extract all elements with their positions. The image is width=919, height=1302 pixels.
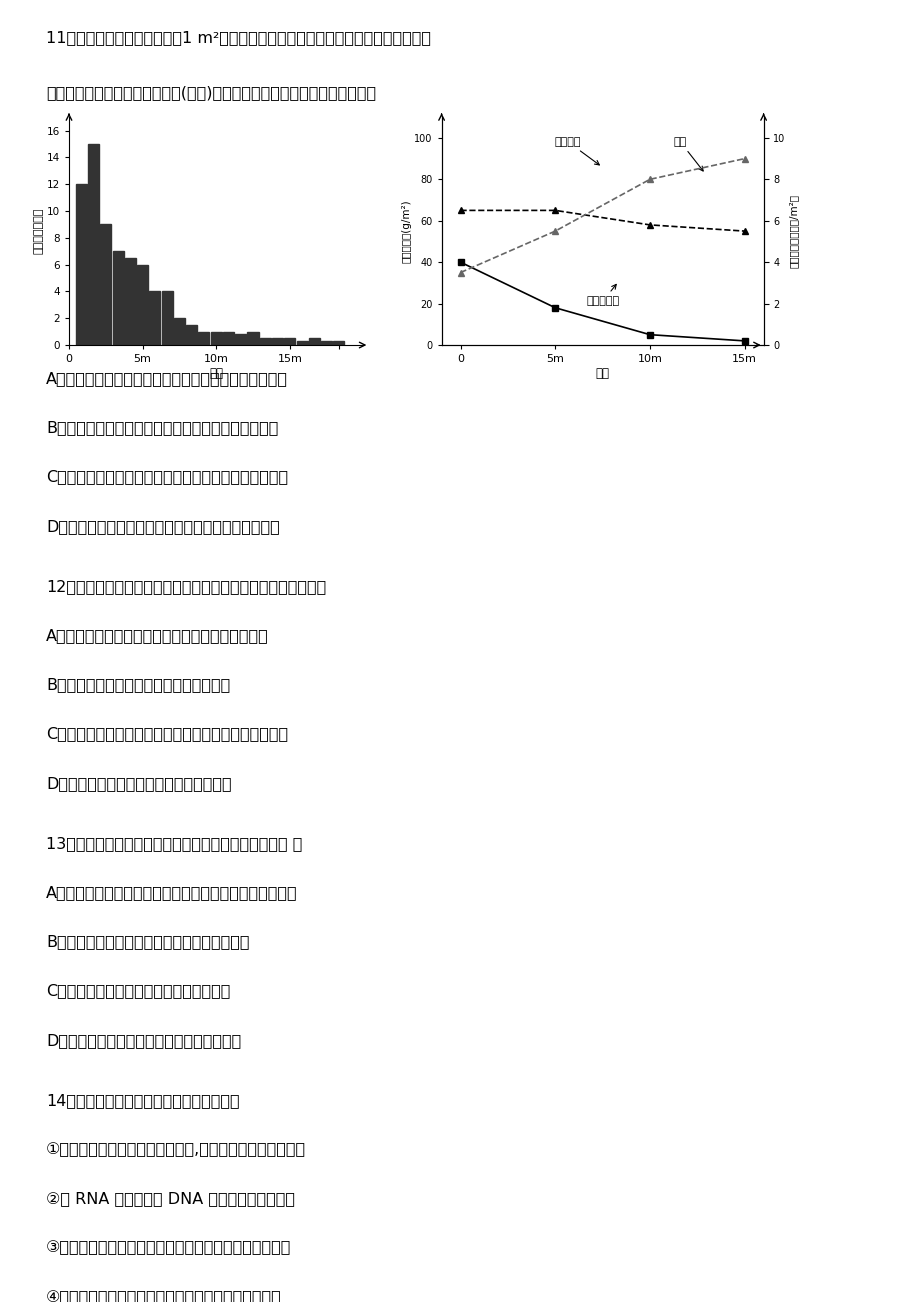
- Bar: [235, 335, 246, 345]
- Bar: [137, 264, 148, 345]
- Bar: [309, 339, 320, 345]
- Text: C．在腐乳制作过程中必须要有生产蛋白酶的微生物参与: C．在腐乳制作过程中必须要有生产蛋白酶的微生物参与: [46, 727, 288, 742]
- Text: ③病毒呈现不同形态的直接原因是衣壳粒的排列方式不同: ③病毒呈现不同形态的直接原因是衣壳粒的排列方式不同: [46, 1241, 291, 1255]
- Text: B．蜥蜴活动地点离石头越远，被天敌捕食的风险越小: B．蜥蜴活动地点离石头越远，被天敌捕食的风险越小: [46, 421, 278, 435]
- Bar: [272, 339, 283, 345]
- Bar: [162, 292, 173, 345]
- Text: D．利用植物体细胞杂交可以获得多倍体植株: D．利用植物体细胞杂交可以获得多倍体植株: [46, 1032, 241, 1048]
- 非禾草植物: [643, 327, 654, 342]
- Bar: [75, 184, 86, 345]
- Line: 非禾草植物: 非禾草植物: [457, 259, 747, 344]
- Y-axis label: 蝗虫种群密度（个/m²）: 蝗虫种群密度（个/m²）: [788, 194, 798, 268]
- Text: A．需要在无菌环境条件下，且培养基中需要加入植物激素: A．需要在无菌环境条件下，且培养基中需要加入植物激素: [46, 885, 298, 900]
- X-axis label: 距离: 距离: [209, 367, 223, 380]
- Text: 非禾草植物: 非禾草植物: [586, 284, 619, 306]
- 非禾草植物: [738, 333, 749, 349]
- 禾草植物: [550, 203, 561, 219]
- Y-axis label: 蜥蜴个体平均数: 蜥蜴个体平均数: [34, 208, 44, 254]
- Bar: [296, 341, 307, 345]
- Bar: [125, 258, 136, 345]
- Text: B．一般含糖量较高的水果可用来制作果酒: B．一般含糖量较高的水果可用来制作果酒: [46, 677, 230, 693]
- 非禾草植物: [550, 299, 561, 315]
- Text: 12．列有关果酒、果醋和腐乳制作的叙述，不正确的是（　　）: 12．列有关果酒、果醋和腐乳制作的叙述，不正确的是（ ）: [46, 579, 326, 594]
- Text: 蝗虫: 蝗虫: [673, 137, 702, 171]
- Text: ②含 RNA 的病毒较含 DNA 的病毒更易发生变异: ②含 RNA 的病毒较含 DNA 的病毒更易发生变异: [46, 1191, 295, 1207]
- Text: 14．下列关于病毒的叙述正确的是（　　）: 14．下列关于病毒的叙述正确的是（ ）: [46, 1092, 239, 1108]
- Bar: [149, 292, 160, 345]
- 蝗虫: [455, 264, 466, 280]
- Y-axis label: 植物生物量(g/m²): 植物生物量(g/m²): [401, 199, 411, 263]
- Text: ④灭活的病毒不具有抗原性，可作为细胞工程的诱导剂: ④灭活的病毒不具有抗原性，可作为细胞工程的诱导剂: [46, 1290, 281, 1302]
- 非禾草植物: [455, 254, 466, 270]
- 蝗虫: [643, 172, 654, 187]
- Text: 13．下列有关植物体细胞杂交技术的叙述，错误的是（ ）: 13．下列有关植物体细胞杂交技术的叙述，错误的是（ ）: [46, 836, 302, 852]
- Text: B．需要纤维素酶和果胶酶处理以获得原生质体: B．需要纤维素酶和果胶酶处理以获得原生质体: [46, 935, 249, 949]
- Bar: [222, 332, 233, 345]
- Text: ①病毒的衣壳决定其抗原的特异性,在生态系统中作为消费者: ①病毒的衣壳决定其抗原的特异性,在生态系统中作为消费者: [46, 1142, 306, 1157]
- Text: C．距石头的远近是引起该群落垂直结构变化的重要因素: C．距石头的远近是引起该群落垂直结构变化的重要因素: [46, 470, 288, 484]
- Bar: [210, 332, 221, 345]
- 禾草植物: [643, 217, 654, 233]
- Text: A．参与果酒发酵和果醋发酵的微生物都含有核糖体: A．参与果酒发酵和果醋发酵的微生物都含有核糖体: [46, 628, 268, 643]
- X-axis label: 距离: 距离: [595, 367, 609, 380]
- Bar: [100, 224, 111, 345]
- Bar: [284, 339, 295, 345]
- Bar: [186, 326, 197, 345]
- 蝗虫: [550, 224, 561, 240]
- Bar: [321, 341, 332, 345]
- Bar: [88, 145, 99, 345]
- 禾草植物: [455, 203, 466, 219]
- Line: 禾草植物: 禾草植物: [457, 207, 747, 234]
- 禾草植物: [738, 224, 749, 240]
- Text: D．果酒发酵过程中发酵液密度会逐渐增大: D．果酒发酵过程中发酵液密度会逐渐增大: [46, 776, 232, 790]
- Text: A．随着蝗虫种群密度的增大，植物之间的竞争将会减弱: A．随着蝗虫种群密度的增大，植物之间的竞争将会减弱: [46, 371, 288, 387]
- Text: D．在该系统中的各种生物之间，物质都可以循环利用: D．在该系统中的各种生物之间，物质都可以循环利用: [46, 518, 279, 534]
- 蝗虫: [738, 151, 749, 167]
- Bar: [174, 318, 185, 345]
- Bar: [259, 339, 270, 345]
- Text: C．植物体细胞杂交技术的原理是基因重组: C．植物体细胞杂交技术的原理是基因重组: [46, 983, 230, 999]
- Text: 禾草植物: 禾草植物: [553, 137, 598, 165]
- Bar: [112, 251, 123, 345]
- Bar: [247, 332, 258, 345]
- Line: 蝗虫: 蝗虫: [457, 155, 747, 276]
- Bar: [199, 332, 210, 345]
- Bar: [333, 341, 344, 345]
- Text: 11．某放牧草地有一些占地约1 m²的石头。有人于石头不同距离处，调查了蜥蜴个体: 11．某放牧草地有一些占地约1 m²的石头。有人于石头不同距离处，调查了蜥蜴个体: [46, 30, 430, 46]
- Text: 数、蝗虫种群密度和植物生物量(干重)，结果见下图。下列有关叙述正确的是: 数、蝗虫种群密度和植物生物量(干重)，结果见下图。下列有关叙述正确的是: [46, 85, 376, 100]
